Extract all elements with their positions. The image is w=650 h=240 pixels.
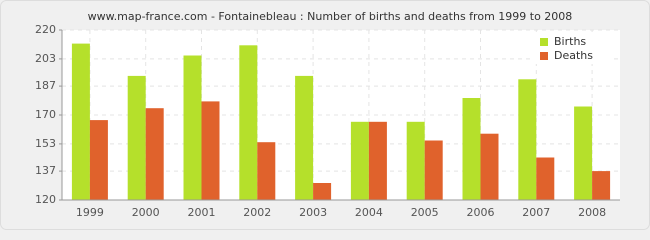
y-tick-label: 120 — [35, 193, 56, 206]
bar — [71, 43, 90, 200]
bar — [424, 140, 443, 200]
x-tick-label: 1999 — [76, 206, 104, 219]
legend-label: Births — [554, 35, 586, 48]
bar — [257, 142, 276, 200]
bar — [574, 106, 593, 200]
y-tick-label: 203 — [35, 52, 56, 65]
bar — [295, 75, 314, 200]
bar — [462, 98, 481, 200]
x-tick-label: 2007 — [522, 206, 550, 219]
x-tick-label: 2005 — [411, 206, 439, 219]
bar — [313, 183, 332, 200]
chart: www.map-france.com - Fontainebleau : Num… — [0, 0, 650, 230]
x-tick-label: 2001 — [188, 206, 216, 219]
y-tick-label: 187 — [35, 79, 56, 92]
bar — [406, 121, 425, 200]
chart-title: www.map-france.com - Fontainebleau : Num… — [88, 10, 573, 23]
page: www.map-france.com - Fontainebleau : Num… — [0, 0, 650, 230]
bar — [183, 55, 202, 200]
bar — [239, 45, 258, 200]
bar — [145, 108, 164, 200]
x-tick-label: 2006 — [467, 206, 495, 219]
legend-swatch — [540, 38, 548, 46]
bar — [350, 121, 369, 200]
y-tick-label: 220 — [35, 23, 56, 36]
x-tick-label: 2008 — [578, 206, 606, 219]
legend-swatch — [540, 52, 548, 60]
y-tick-label: 137 — [35, 164, 56, 177]
x-tick-label: 2004 — [355, 206, 383, 219]
x-tick-label: 2003 — [299, 206, 327, 219]
legend-label: Deaths — [554, 49, 593, 62]
x-tick-label: 2000 — [132, 206, 160, 219]
bar — [368, 121, 387, 200]
bar — [201, 101, 220, 200]
bar — [127, 75, 146, 200]
y-tick-label: 153 — [35, 137, 56, 150]
x-tick-label: 2002 — [243, 206, 271, 219]
y-tick-label: 170 — [35, 108, 56, 121]
bar — [592, 171, 611, 200]
bar — [518, 79, 537, 200]
bar — [536, 157, 555, 200]
bar — [480, 133, 499, 200]
bar — [89, 120, 108, 200]
